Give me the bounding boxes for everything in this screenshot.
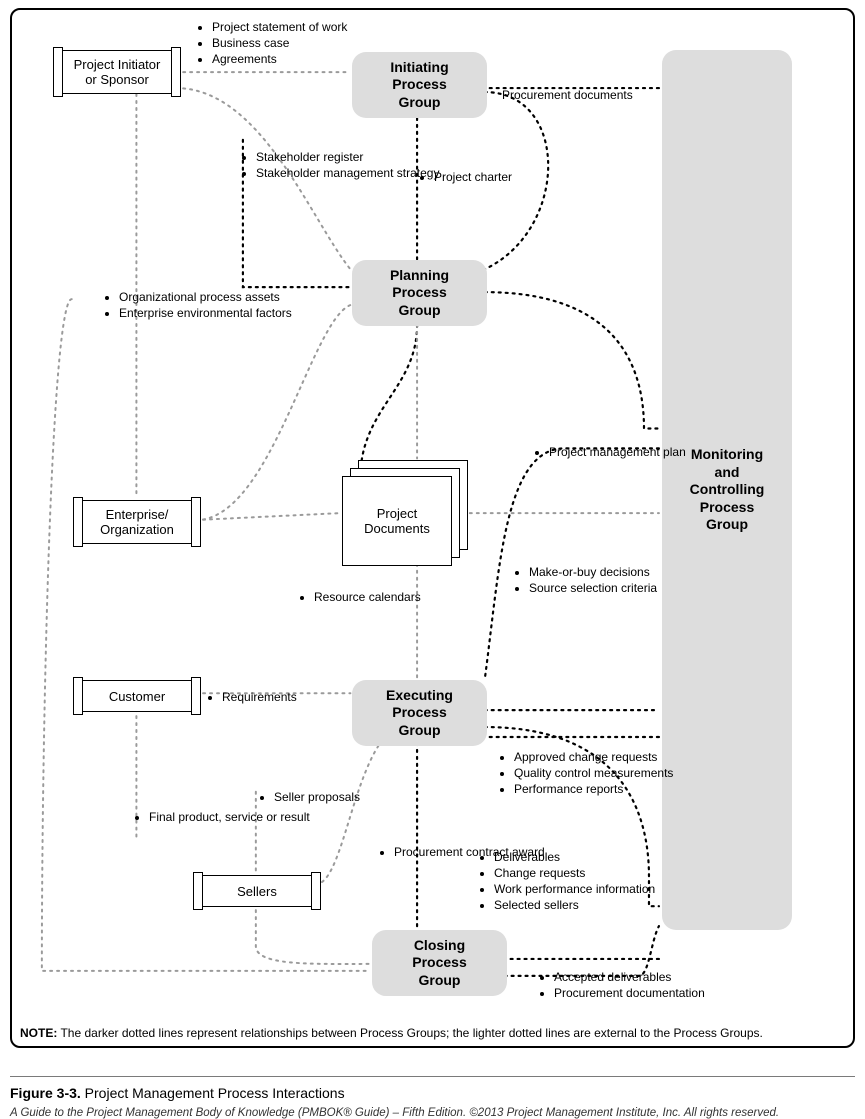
edge-label-final_product: Final product, service or result bbox=[137, 810, 310, 826]
node-label: MonitoringandControllingProcessGroup bbox=[690, 446, 765, 534]
node-label: Customer bbox=[109, 689, 165, 704]
edge-label-resource_cal: Resource calendars bbox=[302, 590, 421, 606]
node-label: ExecutingProcessGroup bbox=[386, 687, 453, 740]
doc-page-front: ProjectDocuments bbox=[342, 476, 452, 566]
caption-title: Figure 3-3. Project Management Process I… bbox=[10, 1085, 855, 1101]
caption-source: A Guide to the Project Management Body o… bbox=[10, 1107, 855, 1119]
node-label: Project Initiatoror Sponsor bbox=[74, 57, 161, 87]
node-label: Sellers bbox=[237, 884, 277, 899]
planning-process-group: PlanningProcessGroup bbox=[352, 260, 487, 326]
note-text: The darker dotted lines represent relati… bbox=[60, 1026, 762, 1040]
enterprise-organization: Enterprise/Organization bbox=[77, 500, 197, 544]
node-label: PlanningProcessGroup bbox=[390, 267, 449, 320]
initiating-process-group: InitiatingProcessGroup bbox=[352, 52, 487, 118]
closing-process-group: ClosingProcessGroup bbox=[372, 930, 507, 996]
edge-label-charter: Project charter bbox=[422, 170, 512, 186]
project-initiator-sponsor: Project Initiatoror Sponsor bbox=[57, 50, 177, 94]
edge-label-accepted: Accepted deliverablesProcurement documen… bbox=[542, 970, 705, 1002]
edge-label-pm_plan: Project management plan bbox=[537, 445, 686, 461]
edge-label-org_assets: Organizational process assetsEnterprise … bbox=[107, 290, 292, 322]
figure-caption: Figure 3-3. Project Management Process I… bbox=[10, 1076, 855, 1119]
project-documents: ProjectDocuments bbox=[342, 460, 472, 570]
edge-label-seller_proposals: Seller proposals bbox=[262, 790, 360, 806]
sellers: Sellers bbox=[197, 875, 317, 907]
diagram-frame: InitiatingProcessGroup PlanningProcessGr… bbox=[10, 8, 855, 1048]
edge-label-sow: Project statement of workBusiness caseAg… bbox=[200, 20, 347, 68]
edge-label-stakeholder: Stakeholder registerStakeholder manageme… bbox=[244, 150, 439, 182]
edge-label-make_buy: Make-or-buy decisionsSource selection cr… bbox=[517, 565, 657, 597]
figure-number: Figure 3-3. bbox=[10, 1085, 81, 1101]
edge-label-requirements: Requirements bbox=[210, 690, 297, 706]
monitoring-controlling-process-group: MonitoringandControllingProcessGroup bbox=[662, 50, 792, 930]
edge-label-procurement_docs: Procurement documents bbox=[502, 88, 633, 103]
edge-label-deliverables: DeliverablesChange requestsWork performa… bbox=[482, 850, 655, 914]
node-label: ClosingProcessGroup bbox=[412, 937, 466, 990]
customer: Customer bbox=[77, 680, 197, 712]
executing-process-group: ExecutingProcessGroup bbox=[352, 680, 487, 746]
legend-note: NOTE: The darker dotted lines represent … bbox=[20, 1026, 845, 1040]
node-label: InitiatingProcessGroup bbox=[390, 59, 448, 112]
edge-label-approved_change: Approved change requestsQuality control … bbox=[502, 750, 673, 798]
node-label: ProjectDocuments bbox=[364, 506, 430, 536]
figure-name: Project Management Process Interactions bbox=[81, 1085, 345, 1101]
node-label: Enterprise/Organization bbox=[100, 507, 174, 537]
